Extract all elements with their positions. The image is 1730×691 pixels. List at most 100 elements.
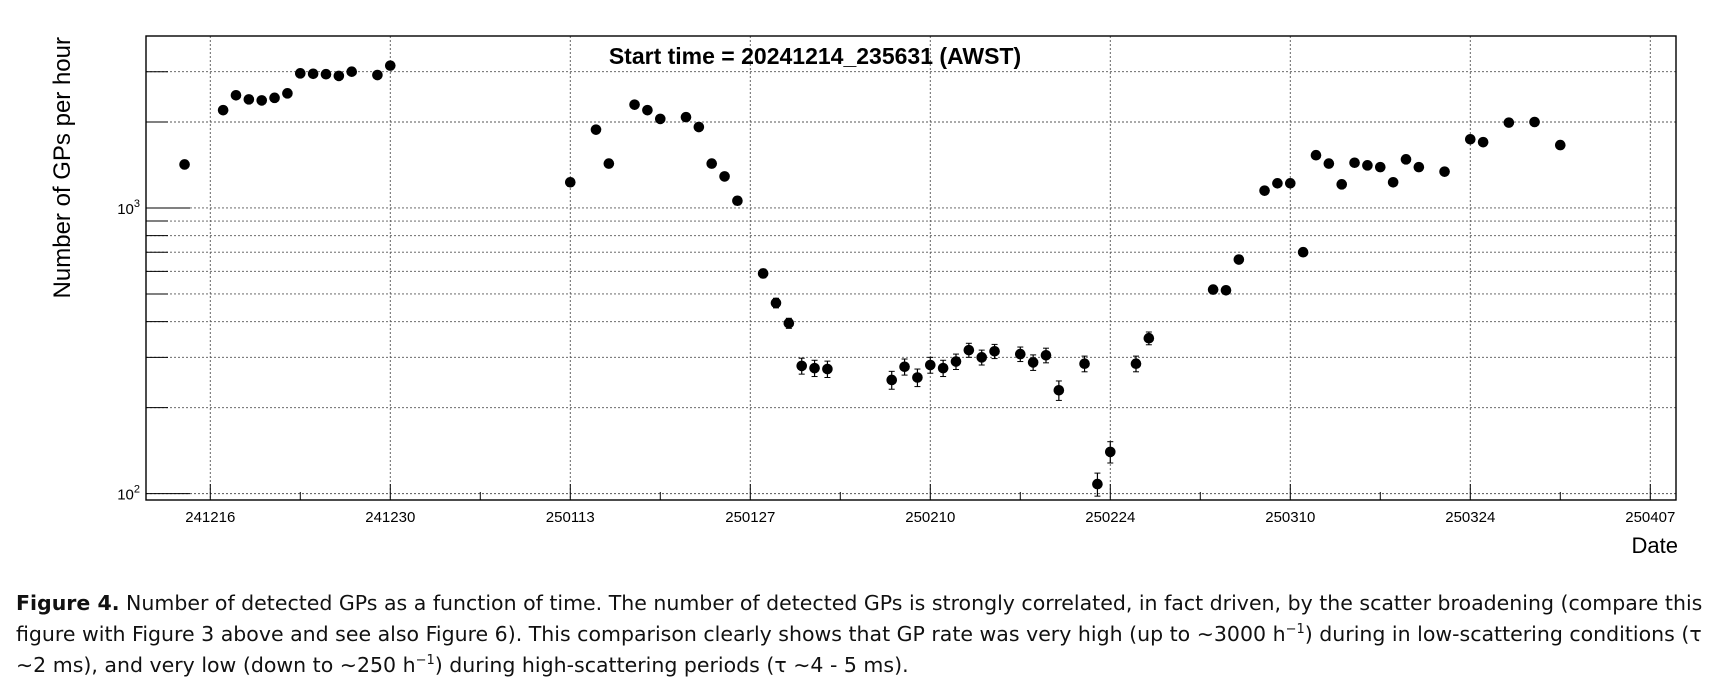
point-marker <box>796 360 808 372</box>
caption-text-3: ) during high-scattering periods (τ ∼4 -… <box>434 653 909 677</box>
data-point <box>1284 178 1296 189</box>
data-point <box>1040 347 1052 364</box>
point-marker <box>1272 178 1283 189</box>
data-point <box>1079 355 1090 373</box>
point-marker <box>1336 179 1348 190</box>
data-point <box>886 370 898 390</box>
data-point <box>809 359 820 378</box>
data-point <box>693 121 705 133</box>
data-point <box>1349 157 1360 169</box>
data-point <box>924 356 936 374</box>
data-point <box>372 69 383 81</box>
point-marker <box>1439 166 1450 177</box>
data-point <box>642 104 653 116</box>
data-point <box>346 66 358 77</box>
data-point <box>564 176 576 188</box>
grid-lines <box>146 35 1676 500</box>
y-axis-label: Number of GPs per hour <box>49 37 76 298</box>
point-marker <box>1464 133 1476 145</box>
point-marker <box>320 68 332 80</box>
point-marker <box>564 176 576 188</box>
point-marker <box>1259 185 1270 196</box>
point-marker <box>899 361 910 373</box>
caption-superscript-2: −1 <box>415 653 435 669</box>
point-marker <box>757 268 769 279</box>
point-marker <box>1220 285 1232 296</box>
point-marker <box>1207 284 1219 295</box>
data-point <box>770 297 782 309</box>
data-point <box>706 158 718 169</box>
point-marker <box>1297 246 1309 258</box>
point-marker <box>822 363 833 375</box>
data-point <box>963 342 975 358</box>
data-point <box>629 99 640 110</box>
data-point <box>1259 185 1270 196</box>
data-point <box>719 171 730 182</box>
point-marker <box>1387 176 1399 188</box>
point-marker <box>1284 178 1296 189</box>
data-point <box>950 353 962 370</box>
point-marker <box>1053 385 1065 396</box>
caption-superscript-1: −1 <box>1285 622 1305 638</box>
point-marker <box>937 362 949 374</box>
point-marker <box>1092 478 1103 490</box>
point-marker <box>719 171 730 182</box>
data-point <box>1387 176 1399 188</box>
data-point <box>603 158 615 169</box>
data-point <box>1143 331 1155 346</box>
point-marker <box>706 158 718 169</box>
point-marker <box>1400 154 1412 165</box>
caption-label: Figure 4. <box>16 591 120 615</box>
x-axis-label: Date <box>1632 533 1678 558</box>
data-point <box>976 349 988 366</box>
point-marker <box>809 362 820 374</box>
point-marker <box>1529 116 1540 128</box>
data-point <box>1053 380 1065 401</box>
data-point <box>1503 117 1515 128</box>
data-point <box>217 104 229 116</box>
data-point <box>1323 158 1335 169</box>
point-marker <box>603 158 615 169</box>
x-tick-label: 250127 <box>725 509 775 526</box>
data-point <box>1220 285 1232 296</box>
data-point <box>333 70 345 82</box>
point-marker <box>1104 446 1116 458</box>
data-point <box>294 68 306 79</box>
point-marker <box>1323 158 1335 169</box>
data-point <box>899 358 910 376</box>
axes: 241216 241230 250113 250127 250210 250224 2503… <box>117 35 1677 526</box>
data-point <box>822 360 833 379</box>
chart-area: 241216 241230 250113 250127 250210 250224 2503… <box>49 35 1678 558</box>
point-marker <box>1374 161 1386 173</box>
y-tick-label: 103 <box>117 198 140 218</box>
data-point <box>680 111 692 123</box>
point-marker <box>950 356 962 367</box>
point-marker <box>230 90 242 101</box>
point-marker <box>886 374 898 386</box>
point-marker <box>1143 332 1155 344</box>
point-marker <box>1503 117 1515 128</box>
x-tick-label: 250407 <box>1625 509 1675 526</box>
data-point <box>912 368 923 388</box>
data-points <box>179 60 1566 497</box>
point-marker <box>1413 161 1425 173</box>
data-point <box>1439 166 1450 177</box>
figure-caption: Figure 4. Number of detected GPs as a fu… <box>16 588 1716 681</box>
point-marker <box>1362 160 1373 171</box>
data-point <box>1464 133 1476 145</box>
point-marker <box>989 345 1000 357</box>
scatter-chart: 241216 241230 250113 250127 250210 250224 2503… <box>49 35 1678 558</box>
point-marker <box>680 111 692 123</box>
point-marker <box>384 60 396 71</box>
data-point <box>937 359 949 378</box>
point-marker <box>346 66 358 77</box>
point-marker <box>294 68 306 79</box>
caption-text-1: Number of detected GPs as a function of … <box>16 591 1703 646</box>
data-point <box>1336 179 1348 190</box>
point-marker <box>282 88 293 99</box>
point-marker <box>590 124 602 135</box>
point-marker <box>1040 349 1052 361</box>
point-marker <box>963 344 975 356</box>
data-point <box>1362 160 1373 171</box>
data-point <box>989 343 1000 360</box>
